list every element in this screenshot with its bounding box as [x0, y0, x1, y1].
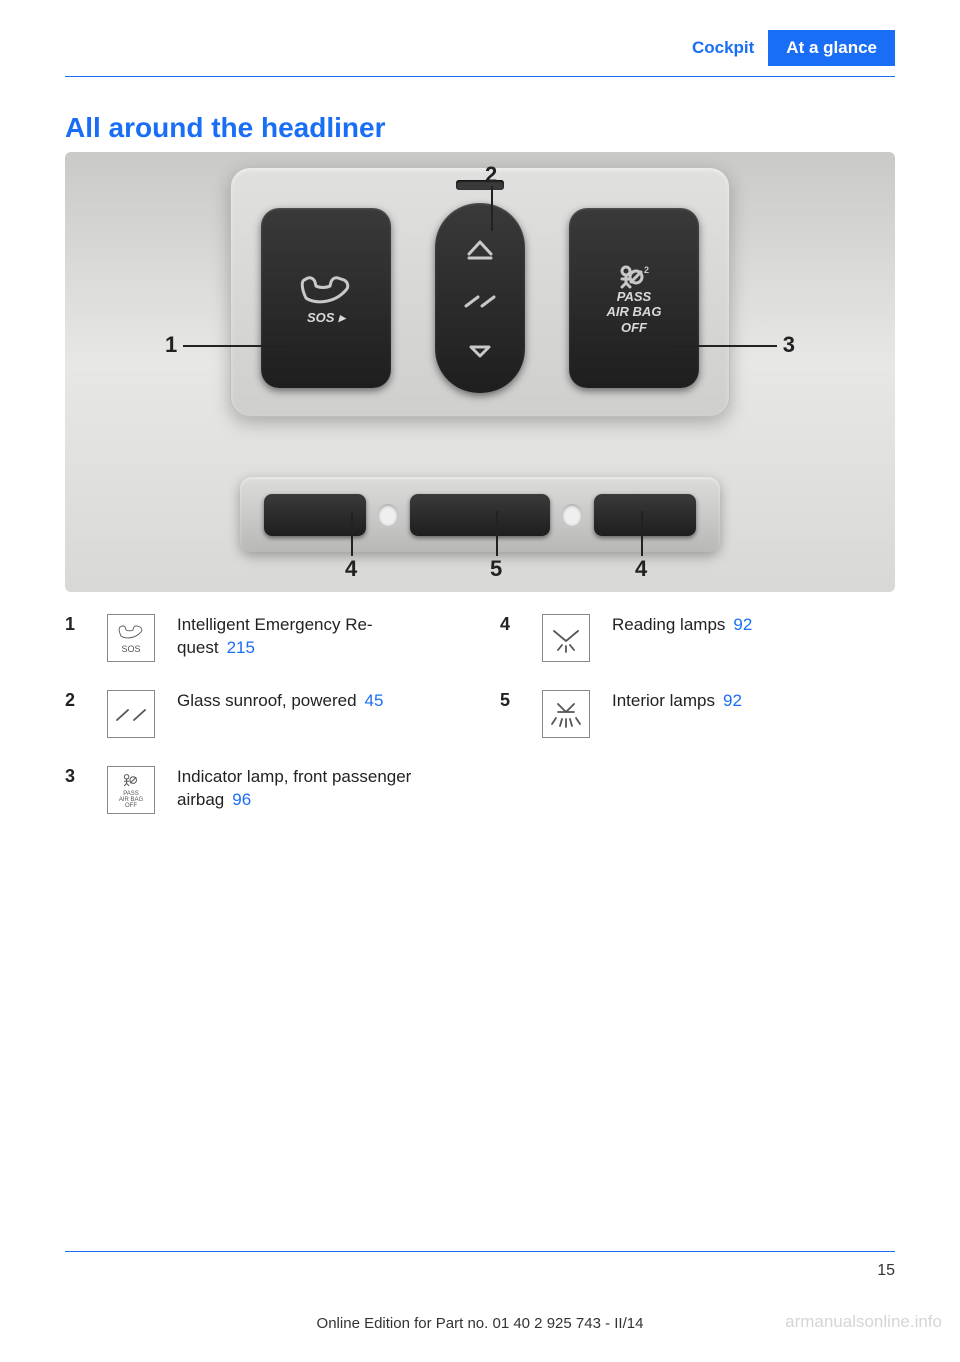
legend-icon-sos: SOS [107, 614, 155, 662]
legend-text-2: Glass sunroof, powered 45 [177, 690, 460, 713]
legend-text-4: Reading lamps 92 [612, 614, 895, 637]
airbag-label-1: PASS [617, 289, 651, 305]
sunroof-down-icon [467, 342, 493, 360]
legend-item-1: 1 SOS Intelligent Emergency Re‐ quest215 [65, 614, 460, 662]
interior-lamp-icon [548, 698, 584, 730]
callout-3-line [667, 345, 777, 347]
legend-text-1-body: Intelligent Emergency Re‐ quest [177, 615, 373, 657]
legend-num-3: 3 [65, 766, 93, 787]
page-ref-3[interactable]: 96 [232, 790, 251, 809]
legend-icon-sos-label: SOS [114, 645, 148, 654]
page-ref-4[interactable]: 92 [733, 615, 752, 634]
page-ref-2[interactable]: 45 [365, 691, 384, 710]
callout-1: 1 [165, 332, 177, 358]
callout-4a: 4 [345, 556, 357, 582]
legend-icon-sunroof [107, 690, 155, 738]
sunroof-icon [113, 702, 149, 726]
legend-text-3: Indicator lamp, front passenger airbag96 [177, 766, 460, 812]
header-rule [65, 76, 895, 77]
legend-num-5: 5 [500, 690, 528, 711]
reading-lamp-right [594, 494, 696, 536]
legend-num-1: 1 [65, 614, 93, 635]
callout-5: 5 [490, 556, 502, 582]
page-ref-5[interactable]: 92 [723, 691, 742, 710]
legend-text-1: Intelligent Emergency Re‐ quest215 [177, 614, 460, 660]
page-title: All around the headliner [65, 112, 895, 144]
callout-1-line [183, 345, 293, 347]
sunroof-rocker [435, 203, 525, 393]
footer-rule [65, 1251, 895, 1252]
callout-5-line [496, 511, 498, 556]
section-label: Cockpit [678, 30, 768, 66]
lens-left [378, 504, 398, 526]
svg-text:2: 2 [644, 265, 649, 275]
chapter-label: At a glance [768, 30, 895, 66]
legend-item-4: 4 Reading lamps 92 [500, 614, 895, 662]
overhead-panel: SOS ▸ 2 PASS AIR BAG [230, 167, 730, 417]
airbag-small-icon [120, 771, 142, 787]
airbag-off-icon: 2 [614, 261, 654, 289]
callout-4a-line [351, 511, 353, 556]
legend-text-5-body: Interior lamps [612, 691, 715, 710]
lens-right [562, 504, 582, 526]
legend-text-4-body: Reading lamps [612, 615, 725, 634]
legend-item-5: 5 Interior lamps 92 [500, 690, 895, 738]
sunroof-up-icon [465, 236, 495, 260]
legend-num-4: 4 [500, 614, 528, 635]
legend-icon-reading-lamp [542, 614, 590, 662]
callout-2: 2 [485, 162, 497, 188]
airbag-indicator-button: 2 PASS AIR BAG OFF [569, 208, 699, 388]
legend-icon-interior-lamp [542, 690, 590, 738]
sos-button: SOS ▸ [261, 208, 391, 388]
legend-icon-airbag-label: PASS AIR BAG OFF [119, 791, 143, 809]
legend-item-2: 2 Glass sunroof, powered 45 [65, 690, 460, 738]
airbag-label-3: OFF [621, 320, 647, 336]
legend-num-2: 2 [65, 690, 93, 711]
phone-small-icon [114, 622, 148, 642]
interior-lamp-button [410, 494, 549, 536]
reading-lamp-icon [548, 623, 584, 653]
headliner-diagram: SOS ▸ 2 PASS AIR BAG [65, 152, 895, 592]
callout-4b: 4 [635, 556, 647, 582]
sos-label: SOS [307, 310, 334, 326]
callout-4b-line [641, 511, 643, 556]
page-number: 15 [877, 1262, 895, 1280]
callout-3: 3 [783, 332, 795, 358]
legend-grid: 1 SOS Intelligent Emergency Re‐ quest215… [65, 614, 895, 814]
sos-arrow-icon: ▸ [338, 310, 345, 326]
reading-light-bar [240, 477, 720, 552]
watermark: armanualsonline.info [785, 1312, 942, 1332]
legend-item-3: 3 PASS AIR BAG OFF Indicator lamp, front… [65, 766, 460, 814]
page-header: Cockpit At a glance [0, 0, 960, 76]
callout-2-line [491, 186, 493, 231]
legend-text-5: Interior lamps 92 [612, 690, 895, 713]
legend-text-2-body: Glass sunroof, powered [177, 691, 357, 710]
legend-text-3-body: Indicator lamp, front passenger airbag [177, 767, 411, 809]
airbag-label-2: AIR BAG [607, 304, 662, 320]
legend-icon-airbag: PASS AIR BAG OFF [107, 766, 155, 814]
page-ref-1[interactable]: 215 [227, 638, 255, 657]
phone-icon [296, 270, 356, 310]
sunroof-tilt-icon [463, 291, 497, 311]
